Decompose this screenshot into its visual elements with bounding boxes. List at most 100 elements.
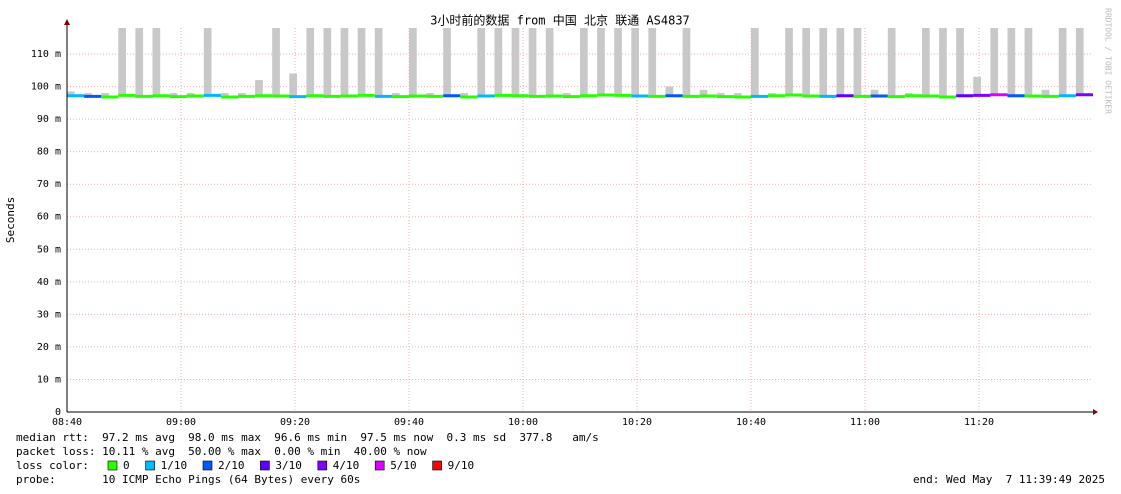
smoke-bar (562, 93, 571, 97)
y-tick-label: 70 m (37, 179, 61, 190)
y-tick-label: 80 m (37, 147, 61, 158)
y-tick-label: 20 m (37, 342, 61, 353)
smoke-bar (819, 28, 828, 97)
legend-label: 4/10 (333, 459, 360, 472)
smoke-bar (84, 93, 92, 97)
smoke-bar (67, 91, 75, 96)
y-axis-arrow (64, 19, 70, 25)
smoke-bar (733, 93, 742, 97)
legend-swatch (202, 460, 213, 471)
smoke-bar (391, 93, 400, 97)
legend-label: 9/10 (448, 459, 475, 472)
smoke-bar (648, 28, 657, 97)
smoke-bar (374, 28, 383, 97)
smoke-bar (853, 28, 862, 97)
smoke-bar (460, 93, 468, 97)
smoke-bar (545, 28, 554, 97)
smoke-bar (426, 93, 434, 97)
smoke-bar (785, 28, 793, 96)
legend-label: 0 (123, 459, 130, 472)
smoke-bar (597, 28, 605, 96)
smoke-bar (255, 80, 263, 96)
x-tick-label: 08:40 (52, 417, 82, 428)
smoke-bar (289, 73, 297, 97)
y-tick-label: 110 m (31, 49, 61, 60)
chart-title: 3小时前的数据 from 中国 北京 联通 AS4837 (430, 13, 690, 28)
smoke-bar (238, 93, 246, 97)
smoke-bar (1075, 28, 1084, 95)
y-tick-label: 0 (55, 407, 61, 418)
legend-swatch (107, 460, 118, 471)
smoke-bar (443, 28, 451, 96)
smoke-bar (580, 28, 588, 96)
end-time: end: Wed May 7 11:39:49 2025 (913, 473, 1105, 486)
x-tick-label: 09:00 (166, 417, 196, 428)
x-tick-label: 10:40 (736, 417, 766, 428)
smoke-bar (614, 28, 622, 96)
x-axis-arrow (1093, 409, 1098, 415)
watermark: RRDTOOL / TOBI OETIKER (1104, 8, 1113, 114)
smoke-bar (836, 28, 845, 96)
stat-line: median rtt: 97.2 ms avg 98.0 ms max 96.6… (16, 431, 599, 444)
smoke-bar (340, 28, 349, 97)
x-tick-label: 10:00 (508, 417, 538, 428)
x-tick-label: 09:40 (394, 417, 424, 428)
smoke-bar (169, 93, 178, 97)
legend-label: 3/10 (275, 459, 302, 472)
x-tick-label: 11:00 (850, 417, 880, 428)
smoke-bar (699, 89, 708, 97)
smoke-bar (323, 28, 332, 97)
legend-swatch (145, 460, 155, 471)
y-tick-label: 50 m (37, 244, 61, 255)
x-tick-label: 11:20 (964, 417, 994, 428)
smoke-bar (118, 28, 126, 96)
smoke-bar (357, 28, 366, 96)
smoke-bar (494, 28, 503, 96)
legend-swatch (432, 460, 442, 471)
smoke-bar (956, 28, 964, 96)
stat-line: packet loss: 10.11 % avg 50.00 % max 0.0… (16, 445, 427, 458)
y-tick-label: 60 m (37, 212, 61, 223)
smoke-bar (477, 28, 486, 97)
smoke-bar (682, 28, 691, 97)
y-tick-label: 90 m (37, 114, 61, 125)
smoke-bar (939, 28, 947, 97)
smoke-bar (1007, 28, 1016, 96)
smoke-bar (1024, 28, 1033, 97)
smoke-bar (973, 76, 981, 96)
smoke-bar (802, 28, 810, 97)
smoke-bar (887, 28, 896, 97)
legend-label: 2/10 (218, 459, 245, 472)
legend-title: loss color: (16, 459, 89, 472)
x-tick-label: 09:20 (280, 417, 310, 428)
smoke-bar (751, 28, 759, 97)
y-tick-label: 40 m (37, 277, 61, 288)
smoke-bar (1041, 89, 1050, 97)
legend-label: 5/10 (390, 459, 417, 472)
smoke-bar (272, 28, 280, 97)
plot-area (66, 28, 1093, 413)
legend-swatch (260, 460, 270, 471)
x-tick-label: 10:20 (622, 417, 652, 428)
y-tick-label: 30 m (37, 309, 61, 320)
smoke-bar (409, 28, 417, 97)
smoke-bar (203, 28, 212, 96)
smoke-bar (528, 28, 537, 97)
legend-label: 1/10 (161, 459, 188, 472)
y-axis-label: Seconds (4, 197, 17, 243)
legend-swatch (374, 460, 385, 471)
smoke-bar (716, 93, 725, 97)
smoke-bar (1058, 28, 1067, 96)
smoke-bar (135, 28, 144, 97)
smoke-bar (152, 28, 161, 96)
y-tick-label: 100 m (31, 82, 61, 93)
smoke-bar (990, 28, 999, 95)
smoke-bar (306, 28, 315, 96)
smoke-bar (922, 28, 930, 97)
probe: probe: 10 ICMP Echo Pings (64 Bytes) eve… (16, 473, 360, 486)
smoke-bar (631, 28, 639, 97)
smoke-bar (220, 93, 229, 97)
y-tick-label: 10 m (37, 374, 61, 385)
smoke-bar (511, 28, 520, 96)
